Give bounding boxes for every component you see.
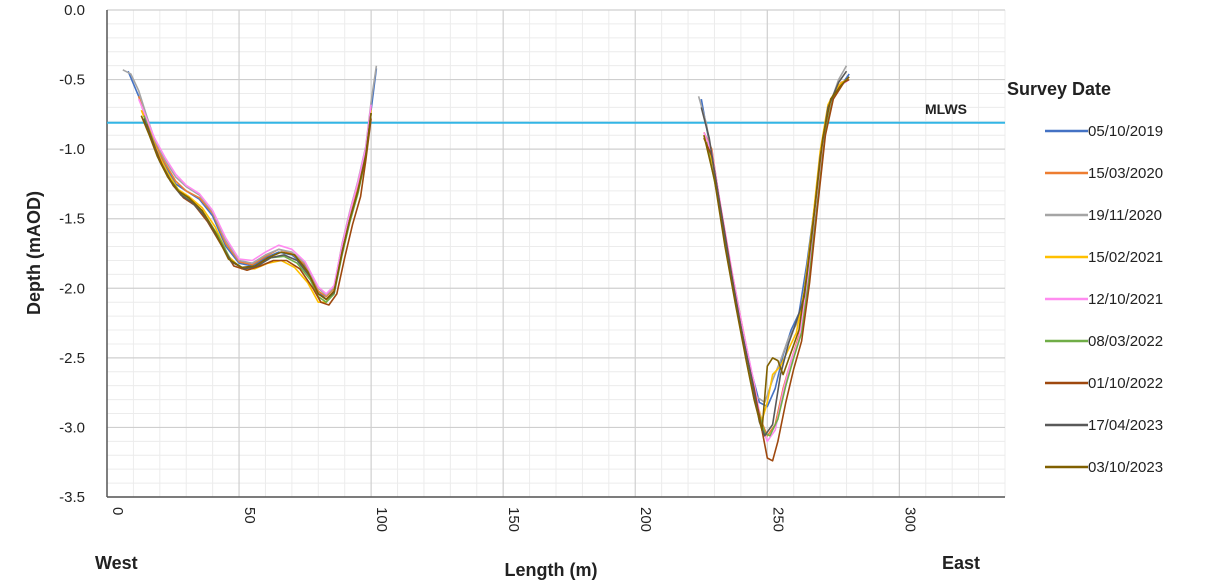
legend-label: 15/03/2020: [1088, 165, 1163, 182]
series-2: [137, 78, 850, 437]
legend-item: 15/02/2021: [1045, 249, 1163, 266]
legend-label: 17/04/2023: [1088, 417, 1163, 434]
y-axis-title: Depth (mAOD): [24, 191, 44, 315]
west-label: West: [95, 553, 138, 573]
legend-label: 15/02/2021: [1088, 249, 1163, 266]
x-tick-label: 50: [241, 507, 258, 524]
legend-label: 19/11/2020: [1088, 207, 1162, 224]
y-tick-label: -2.5: [59, 350, 85, 367]
legend-title: Survey Date: [1007, 79, 1111, 99]
legend-item: 08/03/2022: [1045, 333, 1163, 350]
series-7: [145, 78, 850, 462]
legend-label: 05/10/2019: [1088, 123, 1163, 140]
y-tick-label: -1.0: [59, 141, 85, 158]
series-line: [137, 98, 372, 295]
legend-item: 05/10/2019: [1045, 123, 1163, 140]
y-tick-label: -0.5: [59, 72, 85, 89]
legend-label: 08/03/2022: [1088, 333, 1163, 350]
y-tick-label: -1.5: [59, 211, 85, 228]
x-tick-label: 150: [505, 507, 522, 532]
legend: Survey Date 05/10/2019 15/03/2020 19/11/20…: [1007, 79, 1163, 476]
y-tick-label: -3.5: [59, 489, 85, 506]
legend-item: 15/03/2020: [1045, 165, 1163, 182]
x-tick-label: 300: [901, 507, 918, 532]
x-tick-label: 100: [373, 507, 390, 532]
y-tick-label: -3.0: [59, 419, 85, 436]
series-line: [140, 112, 372, 301]
legend-label: 12/10/2021: [1088, 291, 1163, 308]
legend-item: 03/10/2023: [1045, 459, 1163, 476]
x-tick-label: 0: [109, 507, 126, 515]
x-tick-label: 250: [769, 507, 786, 532]
mlws-label: MLWS: [925, 101, 967, 117]
x-tick-label: 200: [637, 507, 654, 532]
y-tick-label: -2.0: [59, 280, 85, 297]
series-line: [697, 65, 848, 404]
minor-gridlines: [107, 10, 1006, 497]
series-9: [140, 76, 850, 432]
legend-item: 01/10/2022: [1045, 375, 1163, 392]
legend-label: 01/10/2022: [1088, 375, 1163, 392]
legend-item: 12/10/2021: [1045, 291, 1163, 308]
axes: [106, 10, 1005, 498]
series-3: [122, 65, 848, 404]
east-label: East: [942, 553, 980, 573]
y-tick-label: 0.0: [64, 2, 85, 19]
series-lines: [122, 65, 850, 462]
x-axis-title: Length (m): [505, 560, 598, 580]
tick-labels: 0.0 -0.5 -1.0 -1.5 -2.0 -2.5 -3.0 -3.5 0 50 100 150…: [59, 2, 918, 532]
legend-items: 05/10/2019 15/03/2020 19/11/2020 15/02/2021…: [1045, 123, 1163, 476]
legend-item: 19/11/2020: [1045, 207, 1162, 224]
legend-label: 03/10/2023: [1088, 459, 1163, 476]
legend-item: 17/04/2023: [1045, 417, 1163, 434]
series-line: [703, 76, 850, 432]
major-gridlines: [107, 9, 1005, 498]
